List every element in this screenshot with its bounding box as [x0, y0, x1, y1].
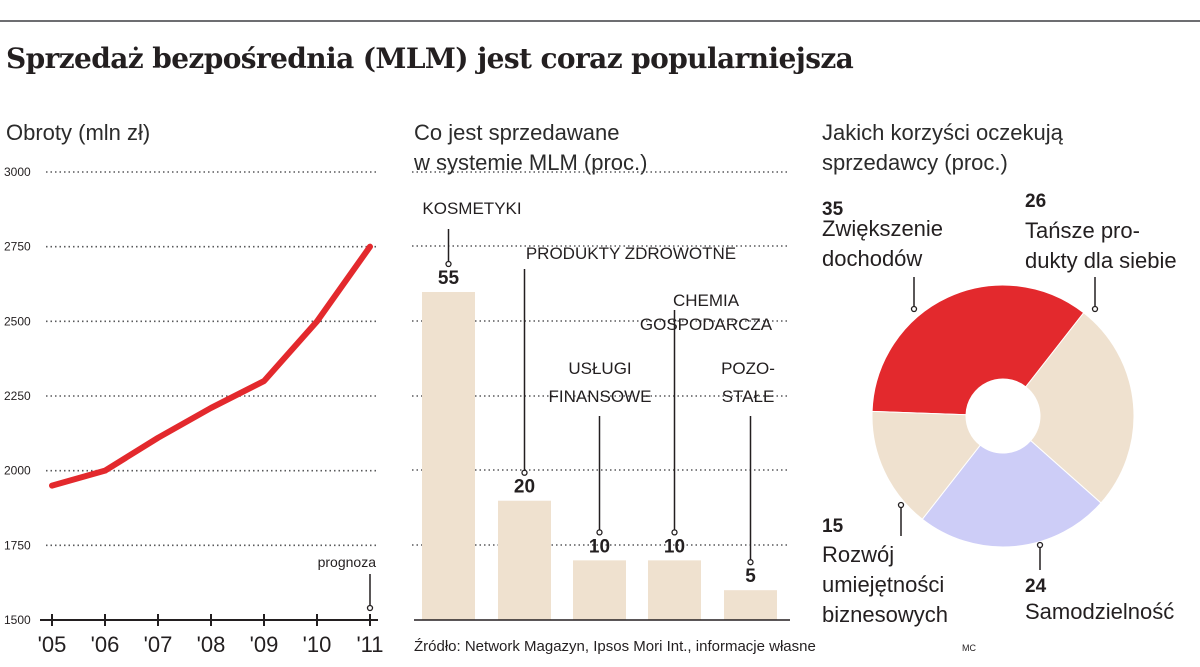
y-tick-label: 1500: [4, 613, 31, 627]
bar-leader-dot: [747, 559, 754, 566]
author-initials: MC: [962, 643, 976, 653]
bar-category-label: CHEMIA: [673, 291, 740, 310]
bar-value-label: 5: [745, 566, 756, 587]
line-point: [155, 435, 161, 441]
x-tick-label: '09: [250, 632, 279, 657]
donut-slice: [871, 284, 1085, 416]
x-tick-label: '08: [197, 632, 226, 657]
bar: [724, 590, 777, 620]
pie-chart-title-line: Jakich korzyści oczekują: [822, 120, 1063, 145]
top-rule: [0, 20, 1200, 22]
bar-leader-dot: [521, 469, 528, 476]
pie-chart-title-line: sprzedawcy (proc.): [822, 150, 1008, 175]
slice-value-label: 24: [1025, 576, 1047, 597]
line-point: [49, 483, 55, 489]
line-point: [314, 318, 320, 324]
line-point: [261, 378, 267, 384]
line-chart-title: Obroty (mln zł): [6, 120, 151, 145]
y-tick-label: 2250: [4, 389, 31, 403]
bar-value-label: 10: [589, 536, 610, 557]
x-tick-label: '06: [91, 632, 120, 657]
bar: [573, 560, 626, 620]
slice-leader-dot: [910, 305, 918, 313]
slice-value-label: 26: [1025, 191, 1046, 212]
bar-value-label: 10: [664, 536, 685, 557]
y-tick-label: 2750: [4, 240, 31, 254]
slice-leader-dot: [897, 501, 905, 509]
bar-chart-title: Co jest sprzedawane w systemie MLM (proc…: [414, 118, 647, 178]
slice-leader-dot: [1036, 541, 1044, 549]
page-title: Sprzedaż bezpośrednia (MLM) jest coraz p…: [6, 42, 854, 75]
bar-leader-dot: [671, 529, 678, 536]
bar-category-label: KOSMETYKI: [422, 199, 521, 218]
y-tick-label: 2500: [4, 314, 31, 328]
line-point: [367, 244, 373, 250]
x-tick-label: '05: [38, 632, 67, 657]
bar: [648, 560, 701, 620]
bar-leader-dot: [596, 529, 603, 536]
slice-value-label: 15: [822, 516, 844, 537]
forecast-leader-dot: [366, 604, 374, 612]
pie-chart-title: Jakich korzyści oczekują sprzedawcy (pro…: [822, 118, 1063, 178]
y-tick-label: 2000: [4, 464, 31, 478]
slice-name-label: Samodzielność: [1025, 599, 1174, 624]
x-tick-label: '10: [303, 632, 332, 657]
donut-slice: [921, 439, 1102, 548]
line-point: [208, 405, 214, 411]
forecast-annotation: prognoza: [318, 554, 377, 570]
slice-name-label: Zwiększenie: [822, 216, 943, 241]
bar-category-label: PRODUKTY ZDROWOTNE: [526, 244, 736, 263]
slice-name-label: biznesowych: [822, 602, 948, 627]
bar-value-label: 55: [438, 268, 460, 289]
slice-name-label: dukty dla siebie: [1025, 248, 1177, 273]
bar-value-label: 20: [514, 477, 535, 498]
bar-category-label: FINANSOWE: [549, 387, 652, 406]
slice-leader-dot: [1091, 305, 1099, 313]
x-tick-label: '11: [356, 632, 383, 657]
source-note: Źródło: Network Magazyn, Ipsos Mori Int.…: [414, 638, 816, 655]
x-tick-label: '07: [144, 632, 173, 657]
bar-category-label: STAŁE: [722, 387, 775, 406]
donut-slice: [871, 410, 981, 520]
slice-name-label: Tańsze pro-: [1025, 218, 1140, 243]
y-tick-label: 3000: [4, 165, 31, 179]
y-tick-label: 1750: [4, 538, 31, 552]
bar-chart-title-line: w systemie MLM (proc.): [414, 150, 648, 175]
bar-leader-dot: [445, 260, 452, 268]
donut-slice: [1025, 312, 1135, 504]
bar-category-label: USŁUGI: [568, 359, 631, 378]
line-chart: 3000 2750 2500 2250 2000 1750 1500 '05 '06 '07 '08…: [4, 165, 384, 657]
line-point: [102, 468, 108, 474]
bar-category-label: POZO-: [721, 359, 775, 378]
slice-name-label: Rozwój: [822, 542, 894, 567]
bar: [422, 292, 475, 620]
bar-chart-title-line: Co jest sprzedawane: [414, 120, 620, 145]
slice-value-label: 35: [822, 199, 844, 220]
slice-name-label: dochodów: [822, 246, 922, 271]
bar: [498, 500, 551, 620]
slice-name-label: umiejętności: [822, 572, 944, 597]
bar-category-label: GOSPODARCZA: [640, 315, 773, 334]
